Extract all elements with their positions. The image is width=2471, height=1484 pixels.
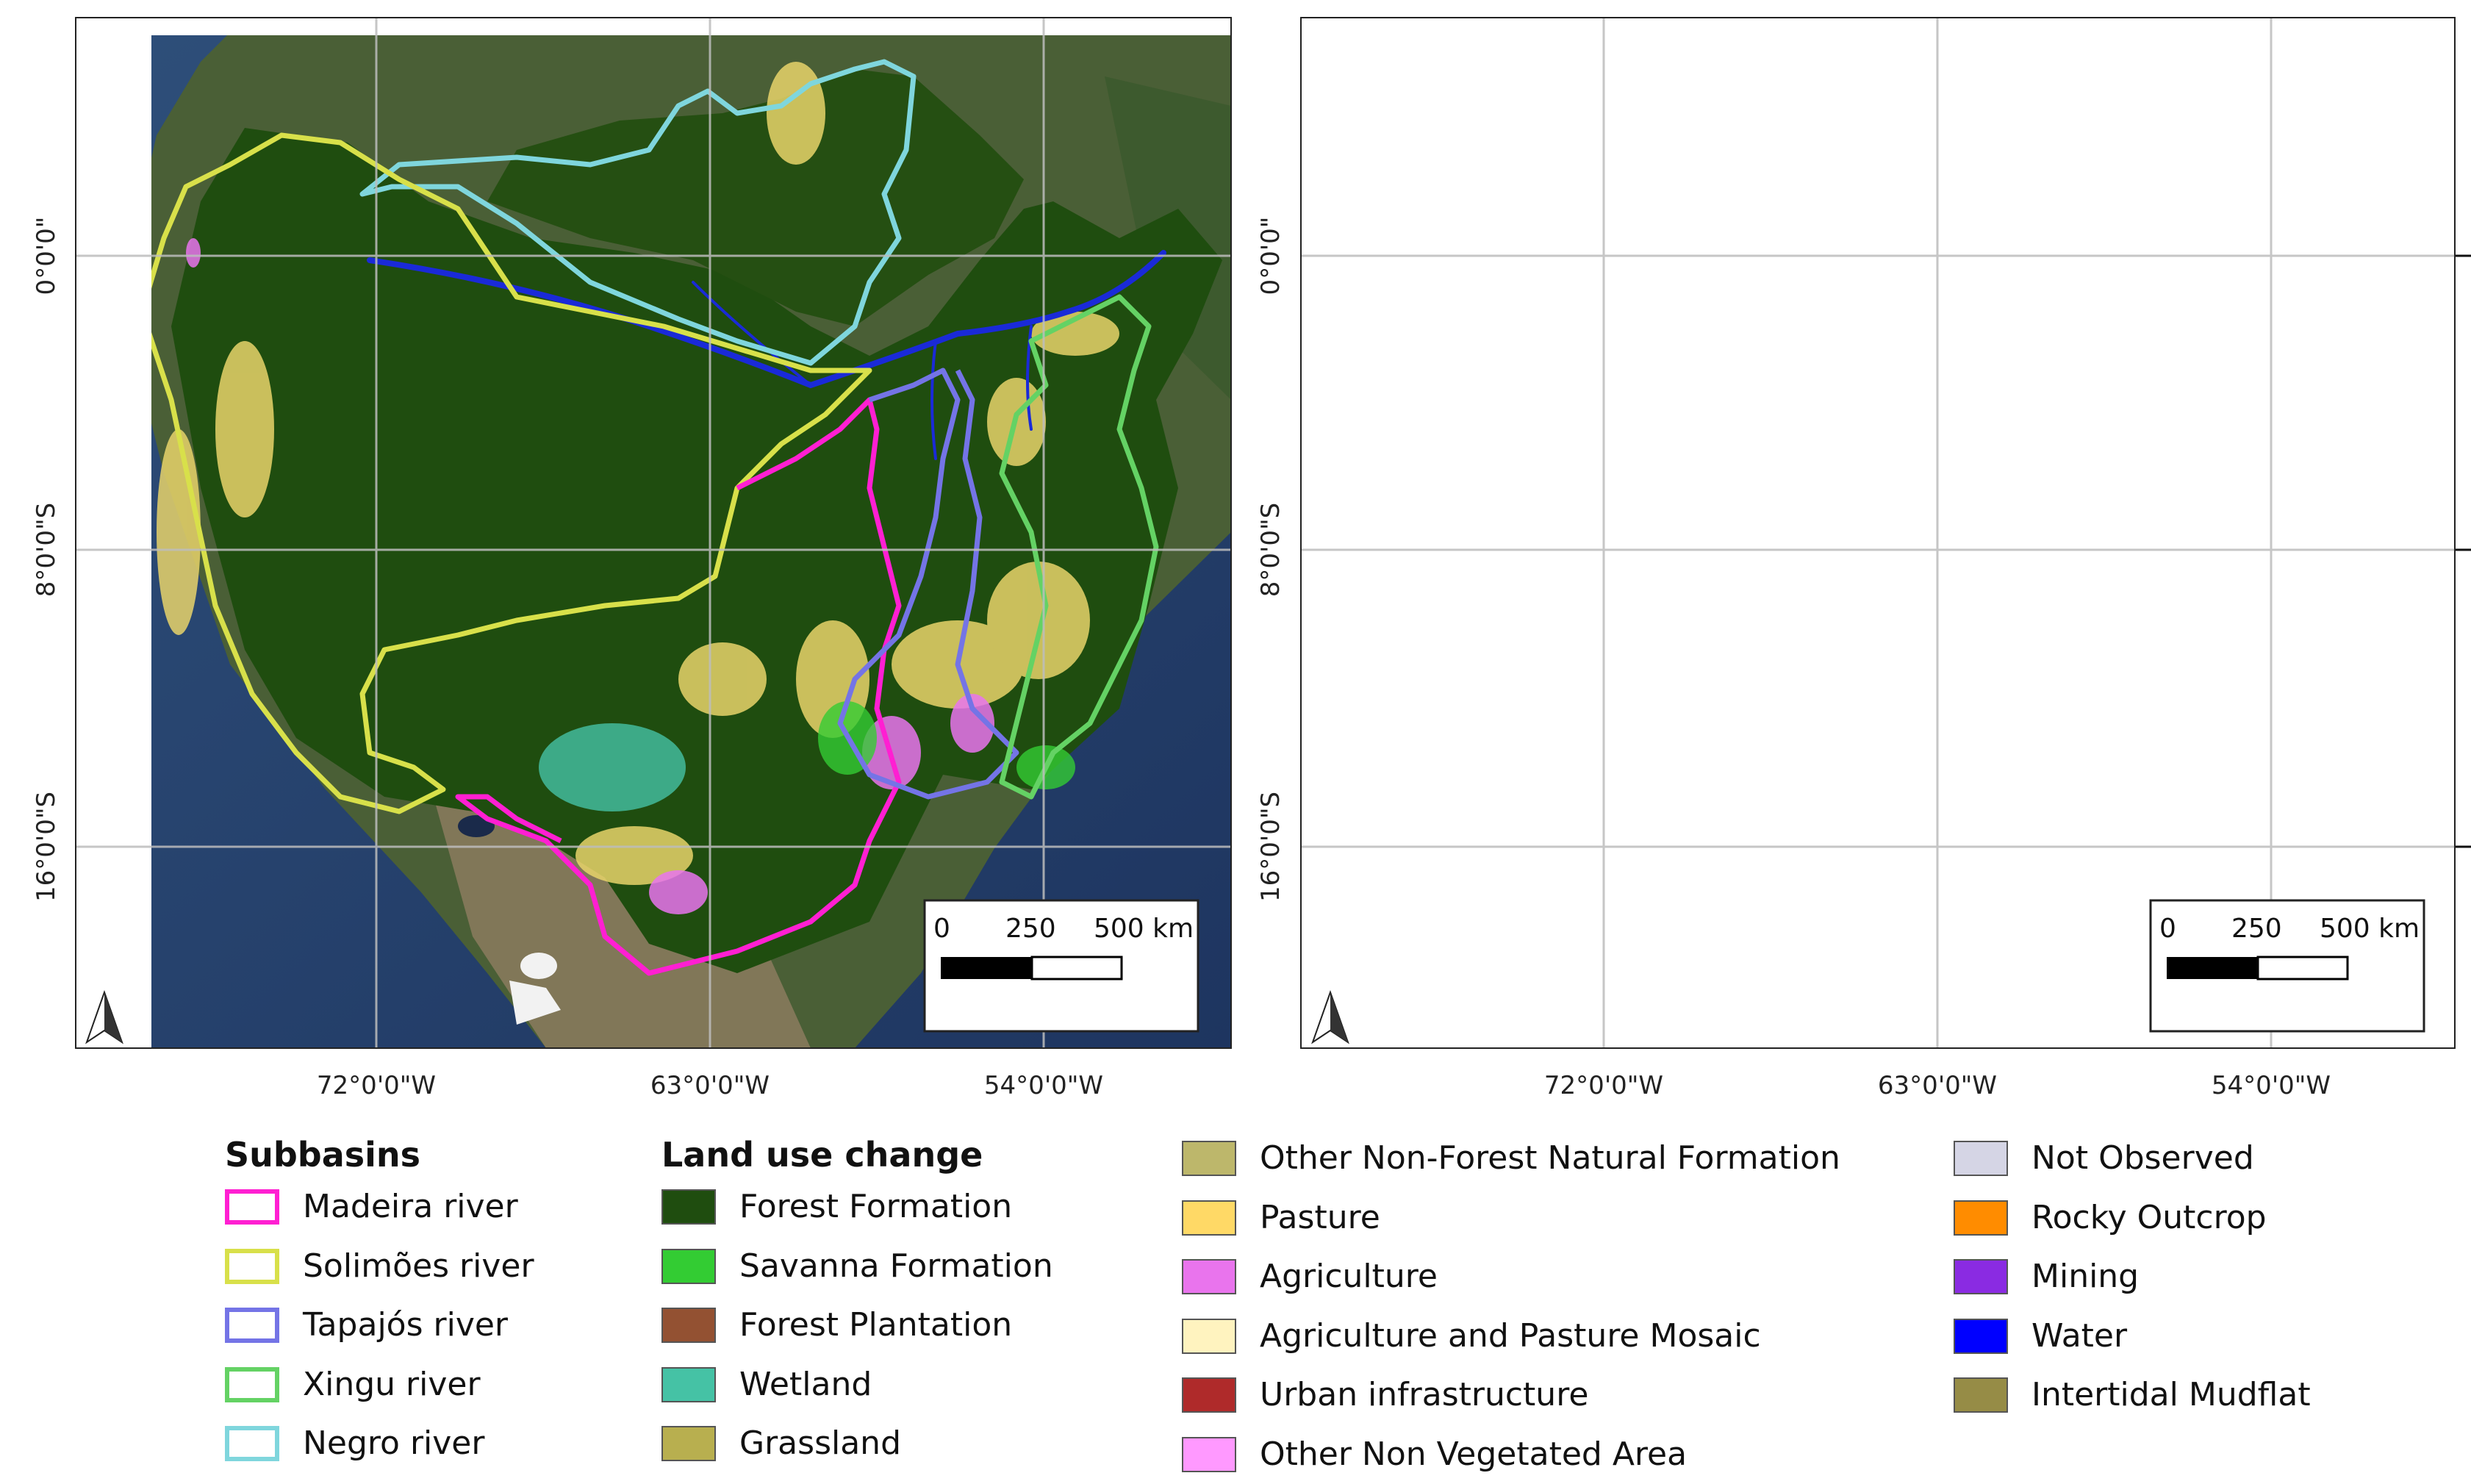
lat-label-16s: 16°0'0"S — [32, 792, 61, 902]
scale-tick-500: 500 km — [1094, 914, 1194, 944]
lat-label-0: 0°0'0" — [32, 217, 61, 295]
legend-item-negro-river: Negro river — [225, 1414, 534, 1474]
legend-land-use-col1: Land use change Forest Formation Savanna … — [661, 1132, 1053, 1474]
legend-label: Wetland — [739, 1367, 872, 1402]
scale-tick-500: 500 km — [2320, 914, 2420, 944]
legend-label: Solimões river — [303, 1249, 534, 1284]
lat-label-0: 0°0'0" — [1256, 217, 1285, 295]
scale-bar: 0 250 500 km — [925, 900, 1198, 1031]
legend-swatch — [661, 1249, 716, 1284]
legend-label: Water — [2031, 1319, 2127, 1354]
legend-label: Pasture — [1260, 1200, 1380, 1236]
legend-swatch — [1954, 1319, 2008, 1354]
lon-label-72w: 72°0'0"W — [317, 1071, 436, 1100]
legend-item-savanna-formation: Savanna Formation — [661, 1237, 1053, 1297]
legend-item-not-observed: Not Observed — [1954, 1129, 2311, 1189]
legend-land-use-col2: Other Non-Forest Natural Formation Pastur… — [1182, 1129, 1840, 1484]
scale-tick-250: 250 — [2231, 914, 2282, 944]
legend-label: Forest Plantation — [739, 1308, 1012, 1343]
map-left[interactable]: 0 250 500 km 0°0'0" 8°0'0"S 16°0'0"S 72°… — [32, 18, 1231, 1100]
legend-swatch — [661, 1426, 716, 1461]
legend-swatch — [661, 1367, 716, 1402]
legend-label: Rocky Outcrop — [2031, 1200, 2267, 1236]
legend-swatch — [661, 1308, 716, 1343]
legend-land-use-col3: Not Observed Rocky Outcrop Mining Water Inte… — [1954, 1129, 2311, 1425]
legend-item-other-non-vegetated-area: Other Non Vegetated Area — [1182, 1425, 1840, 1484]
scale-bar: 0 250 500 km — [2151, 900, 2424, 1031]
legend-item-intertidal-mudflat: Intertidal Mudflat — [1954, 1366, 2311, 1425]
lon-label-54w: 54°0'0"W — [2212, 1071, 2331, 1100]
legend-item-water: Water — [1954, 1307, 2311, 1366]
scale-tick-0: 0 — [933, 914, 950, 944]
legend-item-solim-es-river: Solimões river — [225, 1237, 534, 1297]
legend-item-agriculture-and-pasture-mosaic: Agriculture and Pasture Mosaic — [1182, 1307, 1840, 1366]
legend-swatch — [1182, 1319, 1236, 1354]
legend-swatch — [1182, 1200, 1236, 1236]
legend-subbasins: Subbasins Madeira river Solimões river Tap… — [225, 1132, 534, 1474]
lat-label-8s: 8°0'0"S — [32, 503, 61, 597]
legend-label: Tapajós river — [303, 1308, 508, 1343]
legend-swatch — [225, 1426, 279, 1461]
lon-label-54w: 54°0'0"W — [984, 1071, 1103, 1100]
lon-label-63w: 63°0'0"W — [1878, 1071, 1997, 1100]
scale-tick-250: 250 — [1005, 914, 1056, 944]
map-right[interactable]: 0 250 500 km 0°0'0" 8°0'0"S 16°0'0"S 72°… — [1256, 18, 2471, 1100]
legend-label: Madeira river — [303, 1189, 518, 1225]
legend-item-madeira-river: Madeira river — [225, 1177, 534, 1237]
legend-swatch — [1182, 1141, 1236, 1176]
legend-swatch — [1182, 1437, 1236, 1472]
north-arrow-icon — [1313, 992, 1348, 1042]
lon-label-63w: 63°0'0"W — [650, 1071, 770, 1100]
legend-item-rocky-outcrop: Rocky Outcrop — [1954, 1189, 2311, 1248]
legend-swatch — [225, 1249, 279, 1284]
legend-item-grassland: Grassland — [661, 1414, 1053, 1474]
legend-swatch — [1182, 1259, 1236, 1294]
legend-item-wetland: Wetland — [661, 1355, 1053, 1415]
legend-item-forest-formation: Forest Formation — [661, 1177, 1053, 1237]
legend-label: Forest Formation — [739, 1189, 1012, 1225]
legend-label: Agriculture and Pasture Mosaic — [1260, 1319, 1761, 1354]
legend-swatch — [225, 1189, 279, 1225]
legend-swatch — [1954, 1141, 2008, 1176]
legend-title-land-use: Land use change — [661, 1132, 1053, 1177]
legend-swatch — [1954, 1377, 2008, 1413]
legend-item-pasture: Pasture — [1182, 1189, 1840, 1248]
legend-swatch — [1182, 1377, 1236, 1413]
legend-swatch — [225, 1367, 279, 1402]
legend-swatch — [1954, 1259, 2008, 1294]
lat-label-16s: 16°0'0"S — [1256, 792, 1285, 902]
lat-label-8s: 8°0'0"S — [1256, 503, 1285, 597]
legend-label: Negro river — [303, 1426, 484, 1461]
legend-item-agriculture: Agriculture — [1182, 1247, 1840, 1307]
legend-label: Other Non-Forest Natural Formation — [1260, 1141, 1840, 1176]
legend-swatch — [661, 1189, 716, 1225]
legend-label: Grassland — [739, 1426, 901, 1461]
lon-label-72w: 72°0'0"W — [1544, 1071, 1663, 1100]
legend-title-subbasins: Subbasins — [225, 1132, 534, 1177]
legend-item-mining: Mining — [1954, 1247, 2311, 1307]
legend-label: Savanna Formation — [739, 1249, 1053, 1284]
legend-item-tapaj-s-river: Tapajós river — [225, 1296, 534, 1355]
legend-item-urban-infrastructure: Urban infrastructure — [1182, 1366, 1840, 1425]
legend-item-xingu-river: Xingu river — [225, 1355, 534, 1415]
legend-label: Other Non Vegetated Area — [1260, 1437, 1687, 1472]
legend-label: Not Observed — [2031, 1141, 2254, 1176]
legend-label: Intertidal Mudflat — [2031, 1377, 2311, 1413]
legend-label: Agriculture — [1260, 1259, 1438, 1294]
legend-item-other-non-forest-natural-formation: Other Non-Forest Natural Formation — [1182, 1129, 1840, 1189]
legend-swatch — [225, 1308, 279, 1343]
maps-figure: 0 250 500 km 0°0'0" 8°0'0"S 16°0'0"S 72°… — [0, 0, 2471, 1132]
scale-tick-0: 0 — [2159, 914, 2176, 944]
legend-swatch — [1954, 1200, 2008, 1236]
legend-label: Mining — [2031, 1259, 2139, 1294]
legend-label: Urban infrastructure — [1260, 1377, 1588, 1413]
legend-item-forest-plantation: Forest Plantation — [661, 1296, 1053, 1355]
legend-label: Xingu river — [303, 1367, 481, 1402]
north-arrow-icon — [87, 992, 122, 1042]
